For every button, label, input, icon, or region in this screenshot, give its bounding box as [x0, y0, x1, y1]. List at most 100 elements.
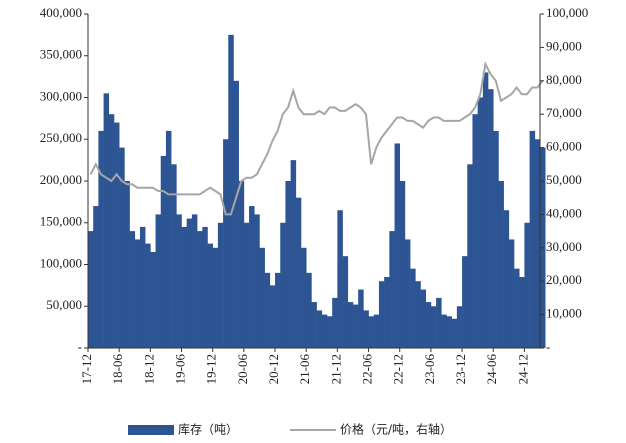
bar	[269, 285, 276, 348]
bar	[134, 239, 141, 348]
x-tick-label: 18-06	[110, 354, 125, 385]
bar	[456, 306, 463, 348]
bar	[275, 272, 281, 348]
bar	[389, 231, 395, 348]
bar	[249, 206, 255, 348]
bar	[228, 34, 234, 348]
bar	[326, 316, 333, 348]
x-tick-label: 23-06	[422, 354, 437, 385]
bar	[441, 314, 447, 348]
y-tick-label: 400,000	[40, 5, 82, 20]
bar	[155, 214, 162, 348]
bar	[93, 206, 99, 348]
bar	[477, 97, 484, 348]
y2-tick-label: 40,000	[546, 205, 582, 220]
bar	[508, 239, 515, 348]
bar	[88, 231, 94, 348]
bar	[223, 139, 229, 348]
y-tick-label: 50,000	[46, 297, 82, 312]
bar	[415, 281, 421, 348]
legend-label: 价格（元/吨，右轴）	[340, 422, 452, 437]
bar	[280, 222, 286, 348]
bar	[119, 147, 125, 348]
x-tick-label: 18-12	[141, 354, 156, 384]
bar	[306, 272, 312, 348]
x-tick-label: 22-12	[391, 354, 406, 384]
bar	[181, 226, 188, 348]
x-tick-label: 24-06	[484, 354, 499, 385]
y2-tick-label: 50,000	[546, 172, 582, 187]
bar	[129, 231, 136, 348]
bar	[342, 256, 349, 348]
bar	[534, 139, 541, 348]
bar	[337, 210, 343, 348]
bar	[254, 214, 260, 348]
bar	[171, 164, 177, 348]
bar	[524, 222, 530, 348]
bar	[238, 181, 245, 348]
bar	[384, 277, 390, 348]
bar	[363, 310, 369, 348]
bar	[202, 226, 208, 348]
y-tick-label: 150,000	[40, 214, 82, 229]
bar	[488, 89, 494, 349]
bar	[420, 289, 427, 348]
bar	[519, 277, 525, 348]
bar	[176, 214, 182, 348]
x-tick-label: 20-06	[235, 354, 250, 385]
x-tick-label: 17-12	[79, 354, 94, 384]
y-tick-label: -	[78, 339, 82, 354]
bar	[352, 304, 359, 348]
y2-tick-label: 30,000	[546, 239, 582, 254]
bar	[290, 160, 297, 348]
bar	[212, 247, 219, 348]
y2-tick-label: -	[546, 339, 550, 354]
bar	[145, 243, 151, 348]
bar	[529, 130, 536, 348]
bar	[321, 314, 328, 348]
bar	[378, 281, 385, 348]
bar	[160, 155, 167, 348]
bar	[285, 181, 291, 348]
bar	[482, 72, 489, 348]
legend-swatch	[128, 425, 174, 435]
y2-tick-label: 10,000	[546, 306, 582, 321]
bar	[514, 268, 520, 348]
bar	[472, 114, 478, 348]
bar	[165, 130, 172, 348]
y2-tick-label: 60,000	[546, 139, 582, 154]
bar	[462, 256, 468, 348]
y2-tick-label: 70,000	[546, 105, 582, 120]
x-tick-label: 19-06	[173, 354, 188, 385]
bar	[311, 302, 317, 348]
bar	[373, 314, 380, 348]
bar	[191, 214, 198, 348]
x-tick-label: 22-06	[360, 354, 375, 385]
bar	[264, 272, 271, 348]
y-tick-label: 100,000	[40, 255, 82, 270]
bar	[332, 297, 338, 348]
bar	[197, 231, 203, 348]
bar	[451, 318, 458, 348]
bar	[113, 122, 120, 348]
bar	[207, 243, 213, 348]
y2-tick-label: 90,000	[546, 38, 582, 53]
bar	[98, 130, 104, 348]
bar	[404, 239, 411, 348]
y2-tick-label: 80,000	[546, 72, 582, 87]
x-tick-label: 20-12	[266, 354, 281, 384]
bar	[301, 247, 307, 348]
bar	[243, 222, 250, 348]
bar	[124, 181, 130, 348]
x-tick-label: 21-12	[328, 354, 343, 384]
bar	[358, 289, 364, 348]
bar	[259, 247, 265, 348]
x-tick-label: 21-06	[297, 354, 312, 385]
y-tick-label: 250,000	[40, 130, 82, 145]
bar	[498, 181, 504, 348]
bar	[410, 268, 416, 348]
y-tick-label: 300,000	[40, 88, 82, 103]
bar	[347, 302, 354, 348]
bar	[446, 316, 452, 348]
